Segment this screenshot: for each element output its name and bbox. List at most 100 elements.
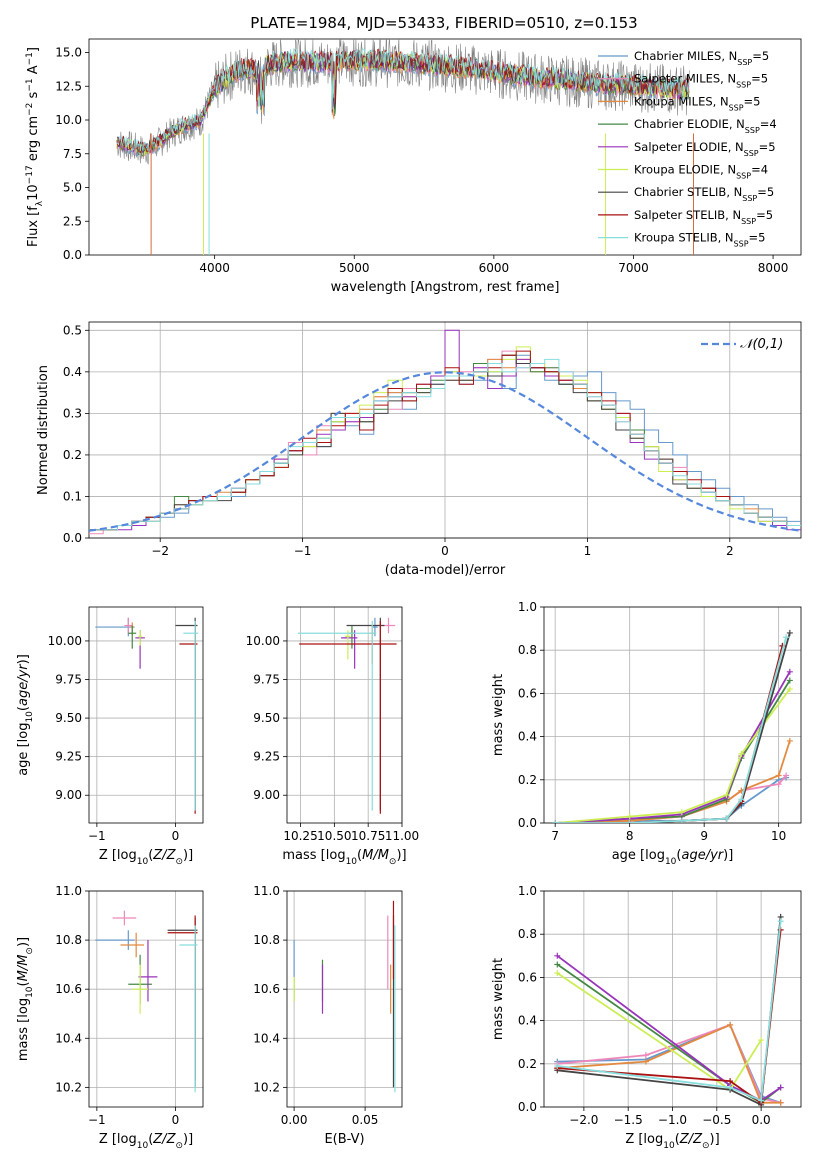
y-tick-label: 10.6 xyxy=(55,982,82,996)
legend-label: Chabrier ELODIE, NSSP=4 xyxy=(634,117,777,135)
residuals-axes: −2 −1 0 1 2 0.0 0.1 0.2 0.3 0.4 0.5 (data-model)/er… xyxy=(36,321,802,578)
y-tick-label: 11.0 xyxy=(55,884,82,898)
x-tick-label: −2.0 xyxy=(569,1113,598,1127)
x-tick-label: −1.0 xyxy=(658,1113,687,1127)
x-tick-label: 10.50 xyxy=(317,829,351,843)
y-tick-label: 0.2 xyxy=(518,1057,537,1071)
mass-weight-marker xyxy=(786,737,793,744)
y-axis-label: mass [log10(M/M⊙)] xyxy=(16,937,35,1061)
x-tick-label: −2 xyxy=(151,544,169,558)
y-tick-label: 0.8 xyxy=(518,643,537,657)
mass-weight-marker xyxy=(678,809,685,816)
x-tick-label: −1 xyxy=(88,829,106,843)
axes-frame xyxy=(88,606,204,824)
mass-weight-marker xyxy=(786,668,793,675)
y-tick-label: 10.2 xyxy=(55,1080,82,1094)
x-axis-label: wavelength [Angstrom, rest frame] xyxy=(331,280,560,295)
age_vs_Z-axes: −1 0 9.00 9.25 9.50 9.75 10.00 Z [log10(Z/Z⊙)] a… xyxy=(16,606,204,867)
mass_vs_Z-axes: −1 0 10.2 10.4 10.6 10.8 11.0 Z [log10(Z/Z⊙)] ma… xyxy=(16,884,204,1151)
axes-frame xyxy=(286,606,403,824)
mass_vs_Z-plot-area xyxy=(95,910,198,1093)
y-tick-label: 0.2 xyxy=(518,773,537,787)
mass-weight-marker xyxy=(554,961,561,968)
mass_weight_vs_age-plot-area xyxy=(552,629,793,823)
x-tick-label: 10 xyxy=(771,829,786,843)
x-axis-label: Z [log10(Z/Z⊙)] xyxy=(99,1132,193,1151)
mass-weight-line xyxy=(555,632,791,823)
y-tick-label: 0.3 xyxy=(63,406,82,420)
mass-weight-marker xyxy=(777,1099,784,1106)
y-tick-label: 10.2 xyxy=(253,1080,280,1094)
x-tick-label: 0.05 xyxy=(352,1113,379,1127)
y-tick-label: 7.5 xyxy=(63,147,82,161)
y-axis-label: Normed distribution xyxy=(36,365,51,495)
x-tick-label: 7 xyxy=(551,829,559,843)
y-axis-label: mass weight xyxy=(491,674,506,756)
y-tick-label: 0.0 xyxy=(518,1100,537,1114)
x-tick-label: 0.00 xyxy=(281,1113,308,1127)
x-axis-label: Z [log10(Z/Z⊙)] xyxy=(99,848,193,867)
y-axis-label: Flux [fλ10−17 erg cm−2 s−1 A−1] xyxy=(25,47,45,247)
y-tick-label: 10.0 xyxy=(55,113,82,127)
model-spectrum xyxy=(116,46,690,153)
y-tick-label: 0.4 xyxy=(518,730,537,744)
mass-weight-marker xyxy=(727,1084,734,1091)
y-tick-label: 1.0 xyxy=(518,884,537,898)
x-tick-label: 0 xyxy=(172,829,180,843)
y-tick-label: 10.8 xyxy=(253,933,280,947)
legend-label: 𝒩(0,1) xyxy=(740,337,783,352)
y-tick-label: 10.6 xyxy=(253,982,280,996)
legend-label: Salpeter STELIB, NSSP=5 xyxy=(634,208,773,226)
legend-label: Kroupa STELIB, NSSP=5 xyxy=(634,231,765,249)
x-tick-label: 8000 xyxy=(758,261,789,275)
mass-weight-marker xyxy=(786,629,793,636)
x-tick-label: 1 xyxy=(584,544,592,558)
x-axis-label: E(B-V) xyxy=(324,1132,364,1147)
x-tick-label: 0 xyxy=(441,544,449,558)
y-tick-label: 9.25 xyxy=(253,750,280,764)
y-tick-label: 0.6 xyxy=(518,686,537,700)
y-tick-label: 0.5 xyxy=(63,323,82,337)
y-tick-label: 9.50 xyxy=(253,711,280,725)
y-tick-label: 9.25 xyxy=(55,750,82,764)
x-tick-label: −1 xyxy=(294,544,312,558)
y-tick-label: 10.00 xyxy=(246,634,280,648)
legend-label: Kroupa MILES, NSSP=5 xyxy=(634,94,760,112)
x-tick-label: −1 xyxy=(88,1113,106,1127)
y-tick-label: 0.0 xyxy=(518,816,537,830)
y-tick-label: 15.0 xyxy=(55,46,82,60)
mass-weight-line xyxy=(555,688,791,823)
mass_weight_vs_Z-axes: −2.0 −1.5 −1.0 −0.5 0.0 0.0 0.2 0.4 0.6 0.8 1.0 Z [… xyxy=(491,884,802,1151)
x-axis-label: mass [log10(M/M⊙)] xyxy=(282,848,406,867)
mass-weight-marker xyxy=(775,781,782,788)
y-tick-label: 9.50 xyxy=(55,711,82,725)
y-tick-label: 5.0 xyxy=(63,181,82,195)
mass-weight-line xyxy=(557,929,782,1105)
x-tick-label: 2 xyxy=(726,544,734,558)
mass-weight-marker xyxy=(552,820,559,823)
mass-weight-marker xyxy=(777,1084,784,1091)
y-tick-label: 9.75 xyxy=(55,673,82,687)
mass-weight-line xyxy=(555,636,787,823)
axes-frame xyxy=(88,890,204,1108)
mass-weight-marker xyxy=(642,1052,649,1059)
x-tick-label: 0 xyxy=(172,1113,180,1127)
legend-label: Kroupa ELODIE, NSSP=4 xyxy=(634,163,768,181)
x-axis-label: (data-model)/error xyxy=(385,563,506,578)
mass-weight-marker xyxy=(554,970,561,977)
legend-label: Salpeter ELODIE, NSSP=5 xyxy=(634,140,776,158)
mass-weight-marker xyxy=(626,813,633,820)
legend-label: Chabrier MILES, NSSP=5 xyxy=(634,49,769,67)
mass-weight-marker xyxy=(738,750,745,757)
age_vs_mass-plot-area xyxy=(297,617,397,814)
y-tick-label: 9.00 xyxy=(55,788,82,802)
y-tick-label: 0.2 xyxy=(63,448,82,462)
mass-weight-marker xyxy=(758,1097,765,1104)
x-tick-label: −0.5 xyxy=(702,1113,731,1127)
mass-weight-marker xyxy=(786,677,793,684)
mass-weight-marker xyxy=(758,1037,765,1044)
x-tick-label: 8 xyxy=(626,829,634,843)
mass_weight_vs_Z-plot-area xyxy=(554,913,784,1107)
y-tick-label: 2.5 xyxy=(63,214,82,228)
x-tick-label: 10.75 xyxy=(351,829,385,843)
